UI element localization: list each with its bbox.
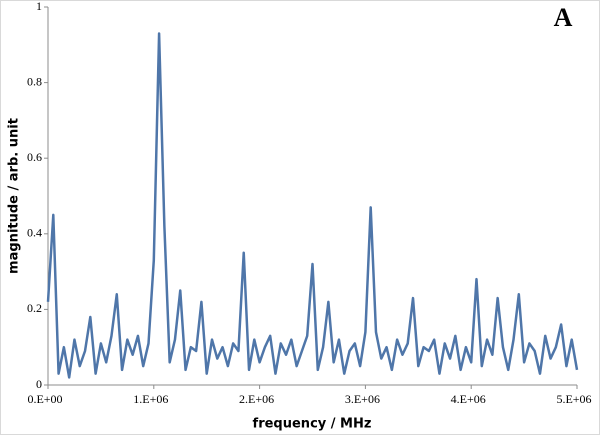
x-tick-label: 5.E+06 bbox=[556, 392, 591, 406]
spectrum-line bbox=[46, 32, 579, 379]
x-tick-label: 2.E+06 bbox=[239, 392, 274, 406]
x-tick-label: 4.E+06 bbox=[451, 392, 486, 406]
y-tick-label: 0.2 bbox=[27, 301, 42, 315]
y-tick-label: 0.8 bbox=[27, 74, 42, 88]
y-tick-label: 0 bbox=[36, 377, 42, 391]
x-axis-label: frequency / MHz bbox=[253, 417, 372, 432]
x-tick-label: 1.E+06 bbox=[133, 392, 168, 406]
y-tick-label: 0.6 bbox=[27, 150, 42, 164]
panel-label: A bbox=[554, 3, 573, 32]
y-tick-label: 1 bbox=[36, 0, 42, 13]
y-tick-label: 0.4 bbox=[27, 226, 42, 240]
x-tick-label: 0.E+00 bbox=[27, 392, 62, 406]
x-tick-label: 3.E+06 bbox=[345, 392, 380, 406]
y-axis-label: magnitude / arb. unit bbox=[7, 118, 22, 274]
